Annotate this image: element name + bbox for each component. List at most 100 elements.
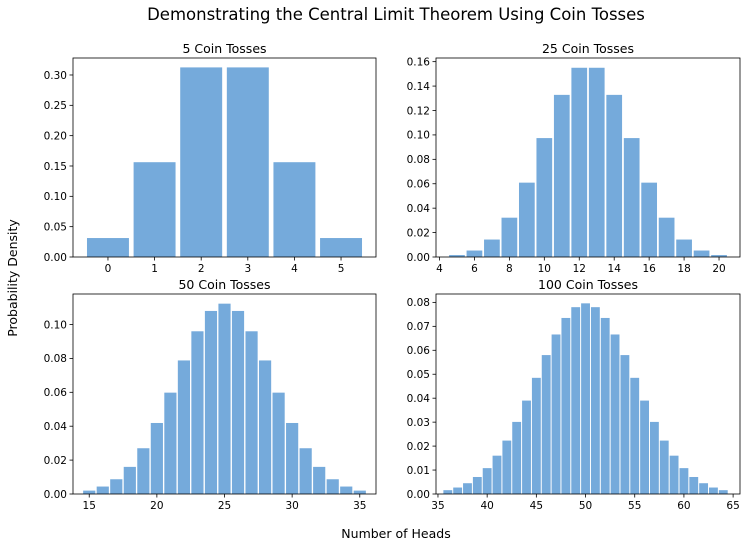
histogram-bar xyxy=(245,331,258,494)
histogram-bar xyxy=(191,331,204,494)
y-tick-label: 0.20 xyxy=(44,130,67,142)
y-tick-label: 0.16 xyxy=(407,56,431,68)
histogram-bar xyxy=(571,307,581,494)
histogram-bar xyxy=(600,317,610,494)
y-tick-label: 0.06 xyxy=(407,179,431,191)
x-tick-label: 0 xyxy=(105,263,112,275)
histogram-bar xyxy=(96,486,109,494)
histogram-bar xyxy=(709,487,718,494)
y-tick-label: 0.08 xyxy=(407,297,430,309)
histogram-bar xyxy=(123,466,136,494)
y-tick-label: 0.10 xyxy=(44,319,67,331)
x-tick-label: 20 xyxy=(150,500,163,512)
y-tick-label: 0.00 xyxy=(44,252,67,264)
histogram-bar xyxy=(299,448,312,494)
y-tick-label: 0.06 xyxy=(44,387,68,399)
x-tick-label: 15 xyxy=(83,500,96,512)
histogram-bar xyxy=(218,303,231,494)
histogram-bar xyxy=(320,238,363,257)
figure-ylabel: Probability Density xyxy=(5,219,20,337)
histogram-bar xyxy=(326,479,339,494)
histogram-bar xyxy=(502,440,512,494)
histogram-bar xyxy=(164,392,177,494)
y-tick-label: 0.08 xyxy=(44,353,67,365)
histogram-bar xyxy=(669,455,679,494)
histogram-bar xyxy=(443,490,453,494)
histogram-bar xyxy=(679,468,689,494)
histogram-bar xyxy=(286,422,299,494)
histogram-bar xyxy=(518,182,535,257)
histogram-bar xyxy=(231,310,245,494)
x-tick-label: 4 xyxy=(436,263,443,275)
y-tick-label: 0.04 xyxy=(407,203,431,215)
axes-frame xyxy=(435,293,741,495)
x-tick-label: 65 xyxy=(726,500,739,512)
histogram-bar xyxy=(571,67,588,257)
y-tick-label: 0.04 xyxy=(44,421,68,433)
histogram-bar xyxy=(659,440,669,494)
y-tick-label: 0.02 xyxy=(44,455,67,467)
figure-title: Demonstrating the Central Limit Theorem … xyxy=(147,5,645,24)
histogram-bar xyxy=(463,483,472,494)
histogram-bar xyxy=(718,490,728,494)
x-tick-label: 14 xyxy=(608,263,622,275)
y-tick-label: 0.03 xyxy=(407,417,430,429)
histogram-bar xyxy=(482,468,492,494)
histogram-bar xyxy=(699,483,709,494)
subplot-2: 25 Coin Tosses 4 6 8 10 12 14 16 18 20 0.00 0.02 0.0… xyxy=(407,41,741,275)
histogram-bar xyxy=(561,317,571,494)
histogram-bar xyxy=(272,392,285,494)
y-tick-label: 0.30 xyxy=(44,70,67,82)
histogram-bar xyxy=(676,239,692,257)
x-tick-label: 18 xyxy=(677,263,690,275)
subplot-3: 50 Coin Tosses 15 20 25 30 35 0.00 0.02 0.04 0.06… xyxy=(44,277,377,512)
y-tick-label: 0.01 xyxy=(407,465,430,477)
histogram-bar xyxy=(641,182,658,257)
histogram-bar xyxy=(693,250,710,257)
histogram-bar xyxy=(689,476,699,494)
histogram-bar xyxy=(453,487,463,494)
x-tick-label: 10 xyxy=(538,263,551,275)
x-tick-label: 45 xyxy=(530,500,543,512)
subplot-1: 5 Coin Tosses 0 1 2 3 4 5 0.00 0.05 0.10 0.15 0.20 0… xyxy=(44,41,377,275)
histogram-bar xyxy=(623,138,640,257)
y-tick-label: 0.05 xyxy=(407,369,430,381)
histogram-bar xyxy=(177,360,191,494)
x-tick-label: 50 xyxy=(579,500,592,512)
histogram-bar xyxy=(610,334,620,494)
x-tick-label: 40 xyxy=(480,500,493,512)
y-tick-label: 0.06 xyxy=(407,345,431,357)
histogram-bar xyxy=(606,94,623,258)
y-tick-label: 0.12 xyxy=(407,105,430,117)
histogram-bar xyxy=(492,455,502,494)
axes-frame xyxy=(435,57,741,258)
y-tick-label: 0.00 xyxy=(407,489,430,501)
x-tick-label: 4 xyxy=(291,263,298,275)
subplot-title: 50 Coin Tosses xyxy=(178,277,270,292)
y-tick-label: 0.07 xyxy=(407,321,430,333)
histogram-bar xyxy=(472,476,482,494)
x-tick-label: 2 xyxy=(198,263,205,275)
y-tick-label: 0.10 xyxy=(407,130,430,142)
y-tick-label: 0.00 xyxy=(407,252,430,264)
y-tick-label: 0.02 xyxy=(407,441,430,453)
histogram-bar xyxy=(150,422,163,494)
x-tick-label: 25 xyxy=(218,500,231,512)
x-tick-label: 12 xyxy=(573,263,586,275)
histogram-bar xyxy=(110,479,123,494)
histogram-bar xyxy=(640,400,649,494)
figure-xlabel: Number of Heads xyxy=(341,526,450,541)
x-tick-label: 1 xyxy=(151,263,158,275)
y-tick-label: 0.14 xyxy=(407,81,431,93)
subplot-title: 25 Coin Tosses xyxy=(542,41,634,56)
y-tick-label: 0.04 xyxy=(407,393,431,405)
subplot-title: 5 Coin Tosses xyxy=(182,41,266,56)
histogram-bar xyxy=(86,238,129,257)
histogram-bar xyxy=(466,250,483,257)
histogram-bar xyxy=(449,255,465,257)
histogram-bar xyxy=(590,307,600,494)
histogram-bar xyxy=(180,67,223,257)
histogram-bar xyxy=(541,355,551,494)
y-tick-label: 0.05 xyxy=(44,221,67,233)
